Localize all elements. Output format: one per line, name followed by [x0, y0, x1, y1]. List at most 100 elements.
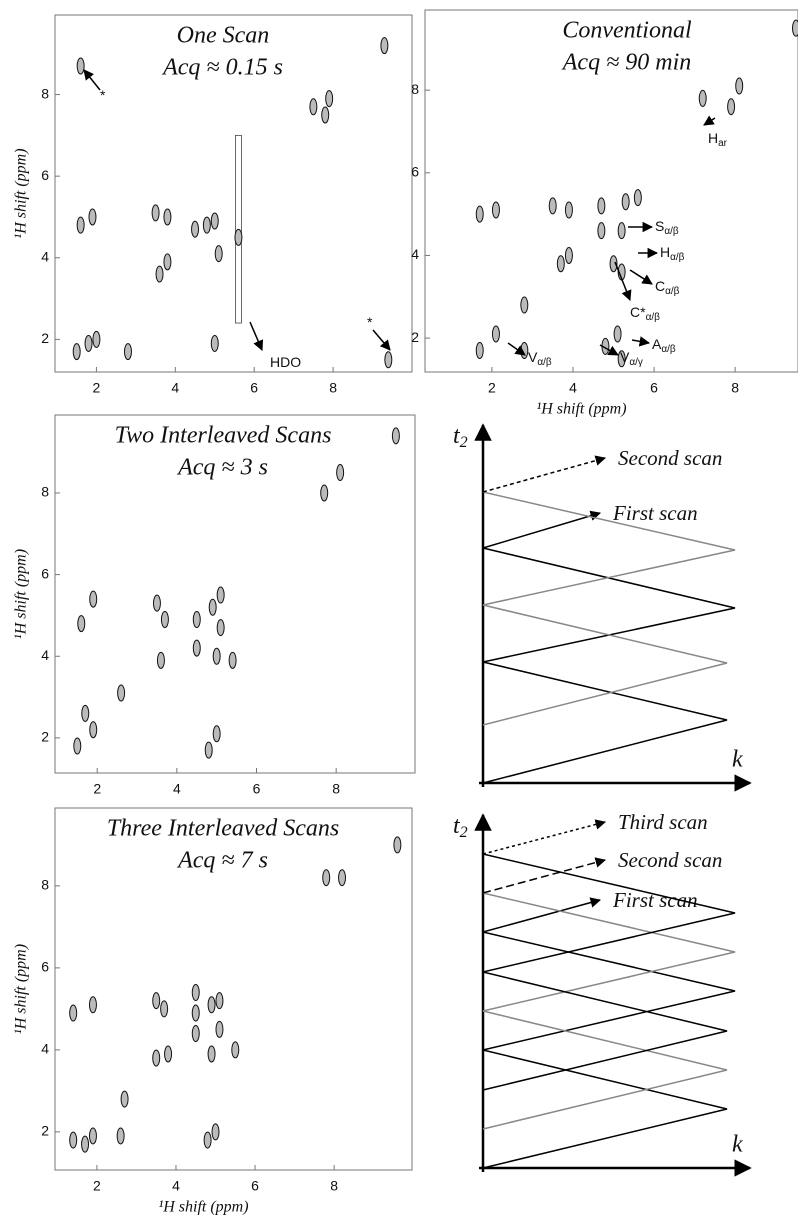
annotation-arrow	[507, 342, 526, 356]
peak	[76, 216, 85, 234]
annotation: Vα/γ	[620, 349, 643, 368]
peak	[72, 343, 81, 361]
peak	[597, 197, 606, 215]
peak	[231, 1041, 240, 1059]
annotation-sub: α/β	[646, 312, 661, 323]
scan-label: First scan	[612, 501, 698, 525]
peak	[564, 246, 573, 264]
annotation: Vα/β	[528, 349, 552, 368]
peak	[491, 325, 500, 343]
peak	[520, 296, 529, 314]
annotation: Aα/β	[652, 336, 676, 355]
y-tick-label: 4	[411, 246, 419, 262]
x-tick-label: 4	[172, 1178, 180, 1194]
annotation-arrow	[249, 321, 264, 351]
x-tick-label: 2	[488, 380, 496, 396]
y-tick-label: 6	[41, 565, 49, 581]
peak	[548, 197, 557, 215]
peak	[216, 619, 225, 637]
y-tick-label: 2	[411, 329, 419, 345]
axis-label: k	[732, 747, 743, 773]
annotation-text: *	[367, 314, 373, 330]
peak	[698, 89, 707, 107]
peak	[151, 204, 160, 222]
scan-arrow	[482, 857, 607, 894]
axis-label-main: t	[453, 813, 461, 839]
y-tick-label: 6	[41, 167, 49, 183]
peak	[88, 208, 97, 226]
peak	[212, 725, 221, 743]
peak	[156, 651, 165, 669]
y-tick-label: 2	[41, 729, 49, 745]
y-tick-label: 2	[41, 330, 49, 346]
peak	[321, 106, 330, 124]
panel-subtitle: Acq ≈ 7 s	[176, 848, 268, 874]
peak	[393, 836, 402, 854]
peak	[191, 220, 200, 238]
scan-label: Second scan	[618, 848, 722, 872]
hdo-streak	[235, 134, 242, 324]
y-axis-label: ¹H shift (ppm)	[13, 944, 30, 1034]
annotation-text: H	[660, 244, 670, 260]
plot-frame	[54, 807, 413, 1171]
y-tick-label: 2	[41, 1123, 49, 1139]
y-tick-label: 6	[411, 164, 419, 180]
x-tick-label: 2	[93, 1178, 101, 1194]
peak	[320, 484, 329, 502]
annotation-text: C*	[630, 304, 646, 320]
annotation-text: V	[620, 349, 630, 365]
peak	[164, 1045, 173, 1063]
peak	[735, 77, 744, 95]
annotation-text: A	[652, 336, 662, 352]
peak	[597, 222, 606, 240]
annotation-arrow	[599, 344, 619, 356]
annotation-arrow	[83, 69, 101, 91]
peak	[207, 1045, 216, 1063]
x-tick-label: 2	[93, 781, 101, 797]
peak	[191, 1004, 200, 1022]
x-tick-label: 8	[329, 380, 337, 396]
peak	[617, 350, 626, 368]
y-tick-label: 8	[41, 877, 49, 893]
annotation-text: S	[655, 218, 664, 234]
y-tick-label: 4	[41, 248, 49, 264]
x-tick-label: 6	[250, 380, 258, 396]
y-tick-label: 8	[411, 81, 419, 97]
annotation-sub: α/γ	[629, 357, 643, 368]
annotation: Sα/β	[655, 218, 679, 237]
peak	[89, 721, 98, 739]
scan-arrow	[482, 455, 607, 493]
x-tick-label: 4	[569, 380, 577, 396]
x-tick-label: 6	[251, 1178, 259, 1194]
peak	[160, 611, 169, 629]
x-tick-label: 8	[731, 380, 739, 396]
annotation: C*α/β	[630, 304, 660, 323]
peak	[336, 464, 345, 482]
annotation-text: HDO	[270, 354, 301, 370]
annotation-sub: α/β	[664, 226, 679, 237]
peak	[309, 98, 318, 116]
annotation-text: *	[100, 87, 106, 103]
peak	[76, 57, 85, 75]
scan-arrow	[482, 510, 602, 549]
peak	[191, 983, 200, 1001]
trajectory	[482, 547, 736, 784]
peak	[234, 228, 243, 246]
x-tick-label: 4	[171, 380, 179, 396]
peak	[520, 342, 529, 360]
peak	[152, 992, 161, 1010]
peak	[117, 684, 126, 702]
scan-label: Third scan	[618, 810, 708, 834]
peak	[215, 1020, 224, 1038]
annotation-sub: α/β	[670, 252, 685, 263]
peak	[152, 594, 161, 612]
axis-label-main: t	[453, 423, 461, 449]
panel-title: One Scan	[177, 23, 270, 49]
peak	[791, 19, 798, 37]
scan-label: Second scan	[618, 446, 722, 470]
peak	[384, 351, 393, 369]
peak	[163, 253, 172, 271]
peak	[160, 1000, 169, 1018]
x-tick-label: 6	[253, 781, 261, 797]
